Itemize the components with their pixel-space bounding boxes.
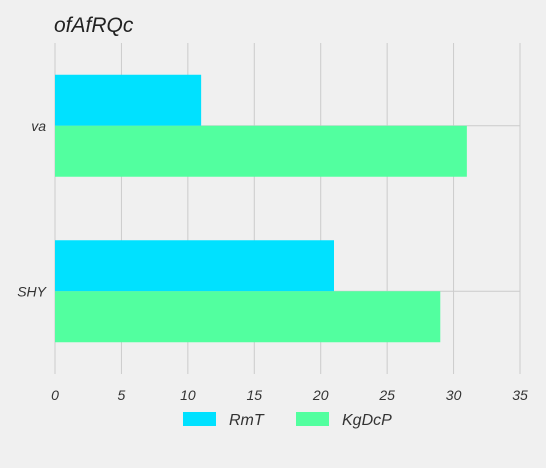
- x-tick-label: 30: [446, 387, 462, 403]
- legend-swatch-RmT: [183, 412, 216, 426]
- tick-labels: 0 5 10 15 20 25 30 35 va SHY: [17, 118, 528, 403]
- y-tick-label: SHY: [17, 283, 47, 299]
- legend: RmT KgDcP: [183, 412, 392, 429]
- x-tick-label: 20: [312, 387, 329, 403]
- chart-title: ofAfRQc: [54, 14, 134, 37]
- bar-KgDcP-va: [55, 125, 467, 177]
- bar-RmT-va: [55, 74, 202, 126]
- y-tick-label: va: [31, 118, 46, 134]
- legend-label-KgDcP: KgDcP: [342, 412, 392, 429]
- x-tick-label: 0: [51, 387, 59, 403]
- legend-label-RmT: RmT: [229, 412, 265, 429]
- legend-swatch-KgDcP: [296, 412, 329, 426]
- bar-RmT-SHY: [55, 240, 334, 292]
- x-tick-label: 5: [118, 387, 126, 403]
- x-tick-label: 10: [180, 387, 196, 403]
- bar-KgDcP-SHY: [55, 291, 441, 343]
- bars: [55, 74, 467, 343]
- x-tick-label: 15: [246, 387, 262, 403]
- x-tick-label: 25: [378, 387, 395, 403]
- x-tick-label: 35: [512, 387, 528, 403]
